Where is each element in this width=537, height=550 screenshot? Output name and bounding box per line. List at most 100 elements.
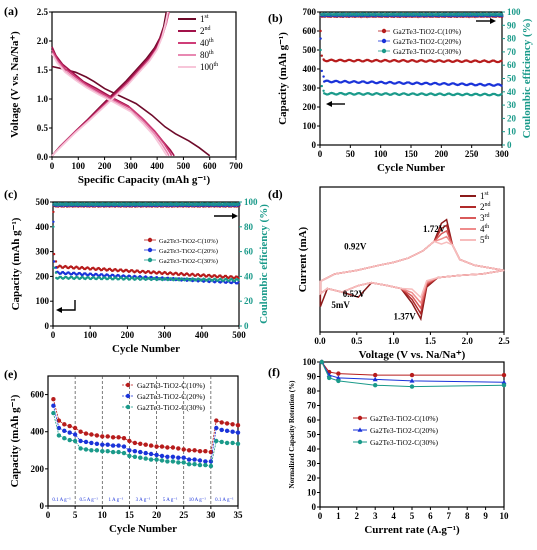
rate-point [192,462,197,467]
x-axis-label: Cycle Number [377,162,445,174]
rate-point [197,458,203,463]
legend-label: Ga2Te3-TiO2-C(30%) [370,438,438,447]
retention-point [373,383,378,388]
x-tick-label: 200 [98,161,112,171]
rate-point [214,425,219,431]
rate-point [176,455,181,460]
rate-point [83,431,89,436]
y-tick-label: 200 [303,102,317,112]
x-tick-label: 1 [336,511,341,521]
y-axis-label: Normalized Capacity Retention (%) [288,380,296,489]
x-tick-label: 150 [404,149,418,159]
capacity-point [500,59,503,62]
rate-point [181,460,186,465]
efficiency-point [351,12,355,16]
efficiency-point [459,12,463,16]
legend-label-sup: rd [485,213,490,219]
x-tick-label: 0 [51,330,56,340]
legend-label: Ga2Te3-TiO2-C(20%) [159,248,218,255]
efficiency-point [414,12,418,16]
capacity-point [54,260,58,263]
x-tick-label: 2.5 [498,336,510,346]
panel-tag: (c) [4,187,17,201]
y-tick-label: 0 [40,501,45,511]
rate-point [176,460,181,465]
legend-label: Ga2Te3-TiO2-C(30%) [137,403,205,412]
x-tick-label: 500 [177,161,191,171]
legend-label: Ga2Te3-TiO2-C(20%) [393,37,461,46]
rate-point [159,458,165,463]
legend-label-sup: th [485,224,490,230]
legend-marker [357,427,363,432]
retention-point [501,383,507,388]
rate-point [127,438,132,444]
rate-point [78,429,83,434]
rate-point [89,440,94,446]
x-tick-label: 400 [195,330,209,340]
rate-point [110,449,116,455]
peak-annotation: 0.92V [344,241,367,251]
rate-point [197,462,203,468]
legend-label-base: 2 [480,202,485,212]
capacity-point [320,84,323,88]
x-tick-label: 500 [232,330,246,340]
rate-point [148,457,154,462]
y-tick-label: 200 [36,271,50,281]
retention-point [336,371,341,376]
rate-point [219,427,224,433]
legend-label-base: 2 [200,26,205,36]
x-tick-label: 0 [46,510,51,520]
rate-point [83,447,89,452]
retention-point [501,379,507,385]
x-tick-label: 0.5 [351,336,363,346]
efficiency-point [319,13,323,17]
y2-tick-label: 60 [244,247,254,257]
legend-label-base: 4 [480,224,485,234]
legend-label: 3rd [480,213,490,223]
rate-label: 0.1 A g⁻¹ [215,497,234,503]
y-axis-label: Capacity (mAh g⁻¹) [277,32,289,125]
x-tick-label: 200 [435,149,449,159]
charge-curve [51,11,169,157]
y-tick-label: 50 [307,430,317,440]
rate-point [94,448,100,453]
capacity-point [52,260,56,263]
x-tick-label: 0 [50,161,55,171]
y2-tick-label: 0 [507,140,512,150]
plot-frame [319,186,505,333]
efficiency-point [427,13,431,16]
rate-point [143,450,148,456]
efficiency-point [453,12,457,16]
x-tick-label: 15 [125,510,135,520]
x-tick-label: 600 [203,161,217,171]
x-tick-label: 0.0 [314,336,326,346]
peak-annotation: 1.72V [423,224,446,234]
rate-point [186,457,192,462]
efficiency-point [376,13,380,17]
legend-label-sup: nd [205,26,211,32]
rate-point [105,449,110,454]
rate-point [89,448,94,453]
x-tick-label: 3 [373,511,378,521]
y-tick-label: 400 [31,427,45,437]
rate-point [224,428,230,433]
retention-line [321,361,505,383]
x-tick-label: 300 [495,149,509,159]
panel-tag: (f) [268,365,280,379]
rate-point [181,455,186,460]
efficiency-point [396,12,400,16]
legend-marker [125,404,131,410]
efficiency-point [345,12,349,16]
rate-point [72,438,78,444]
y2-tick-label: 60 [507,60,517,70]
retention-point [372,376,378,382]
rate-point [51,397,56,402]
rate-label: 1 A g⁻¹ [109,497,124,503]
efficiency-point [433,13,437,17]
efficiency-point [484,13,488,16]
plot-frame [52,201,240,327]
legend-label-base: 3 [480,213,485,223]
rate-point [165,459,170,464]
capacity-point [319,29,322,33]
cv-loop [319,240,505,299]
